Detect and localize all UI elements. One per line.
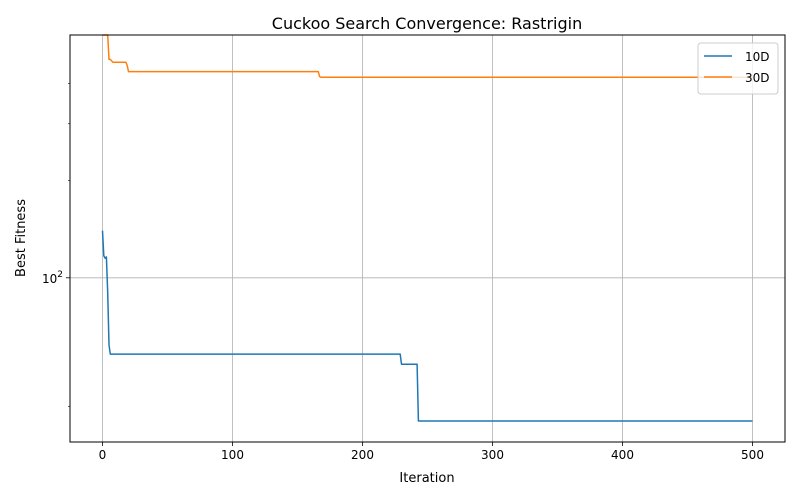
- x-axis-label: Iteration: [399, 471, 454, 486]
- chart-title: Cuckoo Search Convergence: Rastrigin: [272, 14, 582, 33]
- y-axis-label: Best Fitness: [14, 199, 29, 277]
- legend-label-30d: 30D: [745, 71, 770, 85]
- legend-label-10d: 10D: [745, 50, 770, 64]
- x-axis-ticks: 0 100 200 300 400 500: [99, 442, 764, 462]
- plot-frame: [69, 34, 786, 443]
- y-axis-ticks: 102: [42, 83, 70, 407]
- y-tick-label: 102: [42, 270, 63, 286]
- grid-lines: [70, 35, 785, 442]
- x-tick-label: 100: [221, 448, 244, 462]
- x-tick-label: 400: [611, 448, 634, 462]
- series-line-10d: [101, 230, 753, 422]
- legend: 10D 30D: [697, 42, 779, 95]
- x-tick-label: 200: [351, 448, 374, 462]
- x-tick-label: 500: [741, 448, 764, 462]
- x-tick-label: 0: [99, 448, 107, 462]
- x-tick-label: 300: [481, 448, 504, 462]
